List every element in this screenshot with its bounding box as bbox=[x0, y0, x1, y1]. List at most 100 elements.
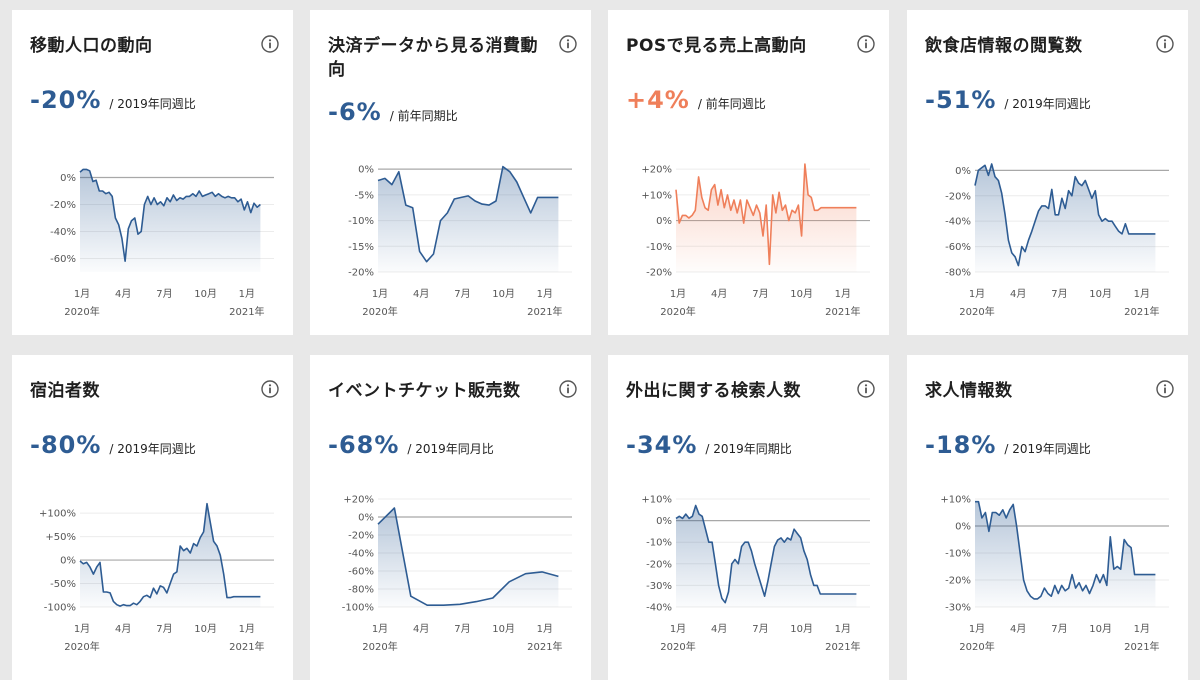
metric-value: -51% bbox=[925, 86, 997, 114]
y-tick-label: -40% bbox=[348, 549, 374, 560]
series-line bbox=[377, 165, 559, 263]
comparison-label: / 2019年同期比 bbox=[705, 442, 792, 456]
y-tick-label: 0% bbox=[955, 522, 971, 533]
series-area bbox=[378, 166, 559, 272]
comparison-label: / 2019年同週比 bbox=[109, 97, 196, 111]
metric-card[interactable]: イベントチケット販売数 -68% / 2019年同月比 +20% 0% -20% -40% -… bbox=[310, 355, 591, 680]
metric-row: -80% / 2019年同週比 bbox=[30, 431, 196, 459]
x-year-label: 2020年 bbox=[362, 640, 397, 653]
metric-row: -51% / 2019年同週比 bbox=[925, 86, 1091, 114]
x-year-label: 2020年 bbox=[64, 305, 99, 318]
x-tick-label: 4月 bbox=[115, 288, 131, 300]
metric-card[interactable]: 外出に関する検索人数 -34% / 2019年同期比 +10% 0% -10% -20% -3… bbox=[608, 355, 889, 680]
trend-chart: +10% 0% -10% -20% -30% -40% 1月 4月 7月 10月 1月 2020年 20… bbox=[641, 495, 870, 653]
y-tick-label: 0% bbox=[60, 556, 76, 567]
info-icon[interactable] bbox=[261, 380, 279, 398]
y-tick-label: -40% bbox=[646, 603, 672, 614]
card-title: 宿泊者数 bbox=[30, 381, 100, 401]
metric-value: +4% bbox=[626, 86, 690, 114]
info-icon[interactable] bbox=[261, 35, 279, 53]
metric-card[interactable]: 宿泊者数 -80% / 2019年同週比 +100% +50% 0% -50% -100% 1月… bbox=[12, 355, 293, 680]
x-tick-label: 1月 bbox=[372, 623, 388, 635]
metric-value: -20% bbox=[30, 86, 102, 114]
info-icon[interactable] bbox=[559, 35, 577, 53]
x-year-label: 2020年 bbox=[660, 640, 695, 653]
series-line bbox=[675, 504, 857, 604]
metric-row: -34% / 2019年同期比 bbox=[626, 431, 792, 459]
x-tick-label: 4月 bbox=[115, 623, 131, 635]
y-tick-label: +20% bbox=[641, 165, 672, 176]
series-area bbox=[80, 169, 261, 272]
info-icon[interactable] bbox=[857, 35, 875, 53]
series-line bbox=[974, 163, 1156, 267]
x-tick-label: 7月 bbox=[454, 623, 470, 635]
series-line bbox=[675, 163, 857, 266]
y-tick-label: +10% bbox=[940, 495, 971, 506]
y-tick-label: 0% bbox=[656, 216, 672, 227]
series-line bbox=[79, 502, 261, 607]
x-year-label: 2021年 bbox=[229, 305, 264, 318]
trend-chart: 0% -20% -40% -60% -80% 1月 4月 7月 10月 1月 2020年 2021年 bbox=[945, 163, 1169, 318]
x-tick-label: 4月 bbox=[413, 288, 429, 300]
info-icon[interactable] bbox=[1156, 35, 1174, 53]
x-tick-label: 1月 bbox=[1134, 623, 1150, 635]
y-tick-label: -30% bbox=[945, 603, 971, 614]
metric-card[interactable]: POSで見る売上高動向 +4% / 前年同週比 +20% +10% 0% -10% -20% 1… bbox=[608, 10, 889, 335]
y-tick-label: -60% bbox=[348, 567, 374, 578]
y-tick-label: -20% bbox=[945, 191, 971, 202]
info-icon[interactable] bbox=[857, 380, 875, 398]
series-area bbox=[378, 508, 559, 607]
trend-chart: 0% -5% -10% -15% -20% 1月 4月 7月 10月 1月 2020年 2021年 bbox=[348, 165, 572, 318]
comparison-label: / 前年同週比 bbox=[697, 97, 766, 111]
y-tick-label: -10% bbox=[646, 242, 672, 253]
metric-value: -34% bbox=[626, 431, 698, 459]
info-icon[interactable] bbox=[559, 380, 577, 398]
x-tick-label: 4月 bbox=[711, 623, 727, 635]
card-title: 求人情報数 bbox=[925, 381, 1013, 401]
metric-value: -68% bbox=[328, 431, 400, 459]
x-tick-label: 4月 bbox=[1010, 288, 1026, 300]
x-tick-label: 4月 bbox=[711, 288, 727, 300]
y-tick-label: -30% bbox=[646, 581, 672, 592]
y-tick-label: -15% bbox=[348, 242, 374, 253]
metric-card[interactable]: 移動人口の動向 -20% / 2019年同週比 0% -20% -40% -60% 1月 4月 7… bbox=[12, 10, 293, 335]
y-tick-label: +100% bbox=[39, 509, 76, 520]
y-tick-label: 0% bbox=[656, 516, 672, 527]
series-line bbox=[975, 500, 1156, 600]
x-year-label: 2020年 bbox=[64, 640, 99, 653]
comparison-label: / 2019年同週比 bbox=[1004, 97, 1091, 111]
y-tick-label: -80% bbox=[945, 268, 971, 279]
x-year-label: 2020年 bbox=[362, 305, 397, 318]
x-year-label: 2021年 bbox=[1124, 640, 1159, 653]
trend-chart: +100% +50% 0% -50% -100% 1月 4月 7月 10月 1月 2020年 2021… bbox=[39, 502, 274, 653]
series-area bbox=[975, 164, 1156, 272]
x-tick-label: 1月 bbox=[670, 288, 686, 300]
x-tick-label: 7月 bbox=[156, 288, 172, 300]
x-tick-label: 7月 bbox=[752, 288, 768, 300]
x-tick-label: 10月 bbox=[194, 288, 217, 300]
series-area bbox=[975, 501, 1156, 607]
metric-card[interactable]: 決済データから見る消費動向 -6% / 前年同期比 0% -5% -10% -15% -20%… bbox=[310, 10, 591, 335]
series-line bbox=[377, 507, 559, 606]
x-tick-label: 4月 bbox=[1010, 623, 1026, 635]
x-tick-label: 10月 bbox=[492, 623, 515, 635]
y-tick-label: -10% bbox=[348, 216, 374, 227]
metric-card[interactable]: 求人情報数 -18% / 2019年同週比 +10% 0% -10% -20% -30% 1月 4… bbox=[907, 355, 1188, 680]
x-tick-label: 7月 bbox=[1051, 288, 1067, 300]
x-tick-label: 1月 bbox=[239, 623, 255, 635]
x-tick-label: 10月 bbox=[1089, 288, 1112, 300]
x-tick-label: 10月 bbox=[790, 288, 813, 300]
metric-card[interactable]: 飲食店情報の閲覧数 -51% / 2019年同週比 0% -20% -40% -60% -80… bbox=[907, 10, 1188, 335]
y-tick-label: -60% bbox=[945, 242, 971, 253]
y-tick-label: -60% bbox=[50, 254, 76, 265]
x-tick-label: 7月 bbox=[752, 623, 768, 635]
x-year-label: 2020年 bbox=[959, 305, 994, 318]
x-tick-label: 10月 bbox=[1089, 623, 1112, 635]
trend-chart: +20% 0% -20% -40% -60% -80% -100% 1月 4月 7月 10月 1月 20… bbox=[342, 495, 572, 653]
info-icon[interactable] bbox=[1156, 380, 1174, 398]
trend-chart: 0% -20% -40% -60% 1月 4月 7月 10月 1月 2020年 2021年 bbox=[50, 168, 274, 318]
y-tick-label: -50% bbox=[50, 579, 76, 590]
metric-row: -20% / 2019年同週比 bbox=[30, 86, 196, 114]
metric-value: -6% bbox=[328, 98, 382, 126]
